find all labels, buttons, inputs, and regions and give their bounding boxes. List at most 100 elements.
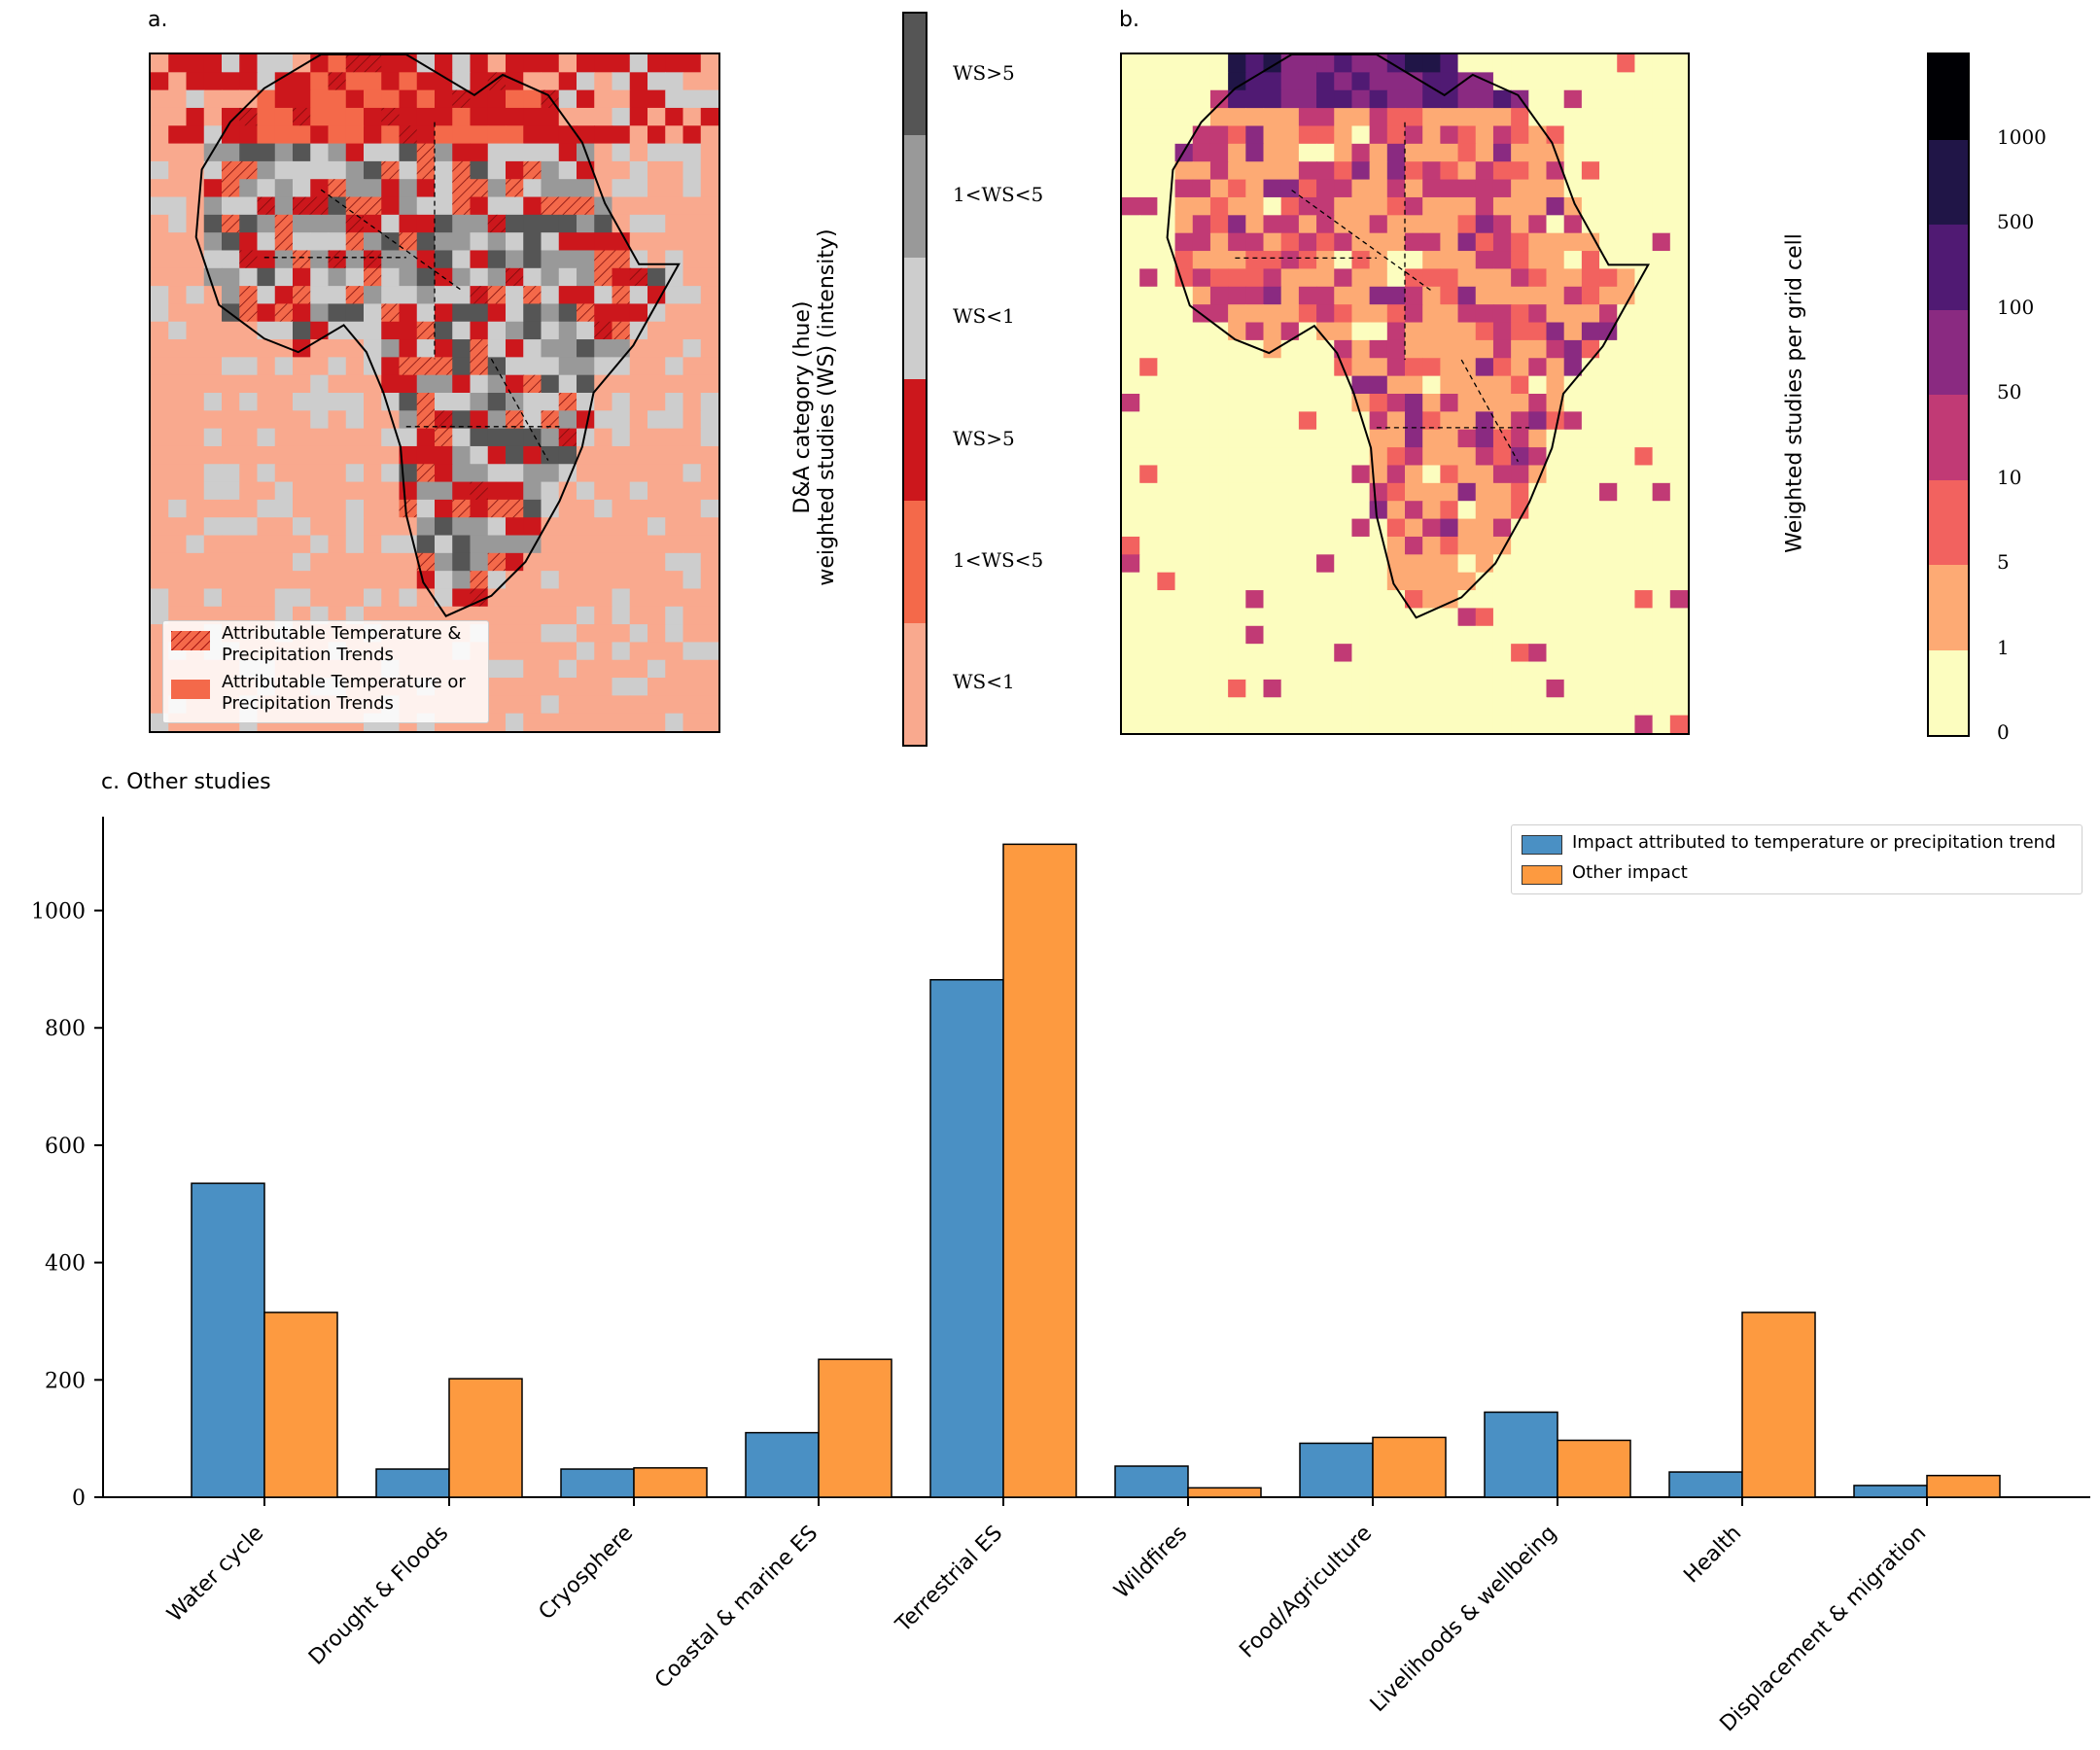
map-cell [1209,322,1229,341]
map-cell [629,428,648,447]
map-cell [1369,72,1388,91]
map-cell [1528,89,1548,109]
map-cell [1209,143,1229,162]
map-cell [1280,536,1300,555]
map-cell [1422,89,1441,109]
map-cell [1351,232,1371,252]
map-cell [682,481,702,501]
map-cell [470,72,489,91]
map-cell [274,267,294,287]
map-cell [452,410,472,430]
map-cell [151,196,169,216]
map-cell [274,250,294,269]
map-cell [1280,679,1300,698]
map-cell [1192,572,1211,591]
map-cell [541,160,560,180]
map-cell [399,160,418,180]
map-cell [648,678,666,696]
map-cell [1440,268,1459,288]
map-cell [381,54,401,73]
map-cell [1405,322,1423,341]
map-cell [435,464,453,483]
map-cell [1334,715,1353,733]
map-cell [612,410,631,430]
map-cell [1634,143,1654,162]
map-cell [293,232,311,252]
map-cell [1334,54,1353,73]
legend-label-other: Other impact [1572,862,1688,883]
map-cell [1334,501,1353,520]
map-cell [541,713,560,731]
map-cell [1563,715,1583,733]
map-cell [1405,482,1423,502]
map-cell [1351,215,1371,234]
map-cell [665,464,684,483]
map-cell [310,286,330,305]
map-cell [1245,125,1265,145]
map-cell [1280,304,1300,324]
colorbar-b-segment [1929,649,1968,735]
map-cell [328,89,347,109]
map-cell [293,606,311,625]
map-cell [1511,196,1529,216]
map-cell [293,499,311,518]
map-cell [1457,518,1477,538]
map-cell [541,303,560,323]
map-cell [523,481,542,501]
map-cell [1581,358,1600,377]
map-cell [381,357,401,376]
map-cell [541,445,560,465]
map-cell [682,659,702,679]
map-cell [1405,125,1423,145]
map-cell [1617,697,1636,717]
map-cell-hatch [222,160,240,180]
map-cell [577,89,595,109]
map-cell [1139,125,1158,145]
map-cell [345,89,365,109]
map-cell [700,678,718,696]
map-cell [239,179,259,198]
map-cell [1669,196,1688,216]
map-cell [310,428,330,447]
map-cell [682,72,702,91]
map-cell [1511,251,1529,270]
map-cell [1386,501,1406,520]
map-cell [364,179,382,198]
map-cell [577,624,595,644]
map-cell [1263,518,1282,538]
map-cell [665,250,684,269]
map-cell [1228,161,1246,181]
map-cell [1440,72,1459,91]
map-cell [1192,89,1211,109]
map-cell [487,196,507,216]
map-cell [487,89,507,109]
map-cell [1334,590,1353,610]
map-cell [700,339,718,358]
map-cell [1617,679,1636,698]
map-cell [1228,215,1246,234]
map-cell [1122,215,1140,234]
map-cell [648,107,666,126]
map-cell [1617,286,1636,305]
map-cell [1528,536,1548,555]
map-cell [577,713,595,731]
map-cell [1157,375,1176,395]
map-cell [629,464,648,483]
map-cell [1316,482,1335,502]
map-cell [1475,554,1494,574]
map-cell [1316,196,1335,216]
map-cell [594,143,613,162]
map-cell-hatch [577,303,595,323]
map-cell [665,143,684,162]
map-cell [1334,268,1353,288]
map-cell [274,179,294,198]
map-cell [1405,143,1423,162]
map-cell [1511,608,1529,627]
map-cell [1634,644,1654,663]
map-cell [435,214,453,233]
map-cell [345,143,365,162]
map-cell [310,321,330,340]
map-cell [1669,572,1688,591]
map-cell [577,339,595,358]
map-cell [1617,72,1636,91]
